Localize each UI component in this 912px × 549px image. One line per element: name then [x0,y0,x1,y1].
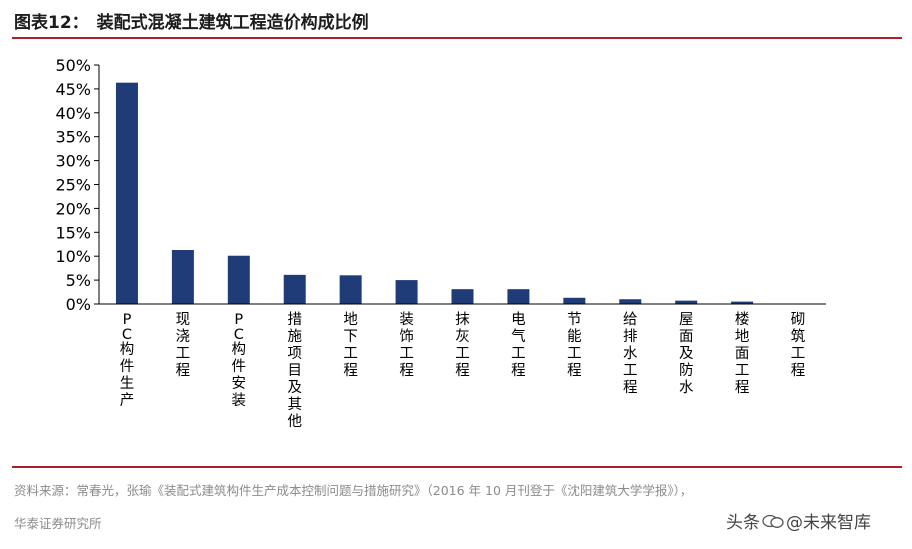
y-tick-label: 20% [55,199,91,218]
x-tick-label: 地下工程 [343,311,358,379]
y-tick-label: 5% [66,271,91,290]
bar [619,299,642,304]
source-note: 资料来源：常春光，张瑜《装配式建筑构件生产成本控制问题与措施研究》（2016 年… [14,483,693,498]
bar [731,301,754,304]
bar [283,274,306,304]
bar [339,275,362,304]
figure-title: 图表12： 装配式混凝土建筑工程造价构成比例 [14,8,369,33]
y-tick-label: 40% [55,104,91,123]
y-tick-label: 30% [55,152,91,171]
bar [675,300,698,304]
y-tick-label: 35% [55,128,91,147]
figure-number: 图表12： [14,13,89,33]
y-tick-label: 15% [55,223,91,242]
bar [115,82,138,304]
bottom-divider [12,466,902,468]
bar [451,289,474,304]
y-tick-label: 10% [55,247,91,266]
x-tick-label: P C 构件生产 [120,312,135,409]
institute-note: 华泰证券研究所 [14,516,102,531]
chat-bubble-icon [762,514,784,528]
x-tick-label: 楼地面工程 [735,311,750,396]
x-tick-label: 措施项目及其他 [287,311,302,430]
bar [227,255,250,304]
x-tick-label: 砌筑工程 [791,311,806,379]
x-tick-label: 装饰工程 [399,311,414,379]
top-divider [12,37,902,39]
bar [171,249,194,304]
bar [563,297,586,304]
x-tick-label: 抹灰工程 [455,311,470,379]
x-tick-label: P C 构件安装 [232,312,247,409]
watermark-prefix: 头条 [726,513,760,533]
x-tick-label: 屋面及防水 [679,312,694,396]
y-tick-label: 25% [55,176,91,195]
bar [395,280,418,304]
y-tick-label: 50% [55,56,91,75]
y-tick-label: 45% [55,80,91,99]
x-tick-label: 电气工程 [511,311,526,379]
x-tick-label: 给排水工程 [623,311,638,396]
bar [507,289,530,304]
figure-title-text: 装配式混凝土建筑工程造价构成比例 [96,13,369,33]
watermark-name: @未来智库 [786,513,871,533]
watermark: 头条 @未来智库 [726,508,871,533]
bar-chart: 0% 5% 10% 15% 20% 25% 30% 35% 40% 45% 50% P C 构件生产 现浇工… [55,56,826,430]
x-tick-label: 现浇工程 [176,312,191,379]
x-tick-label: 节能工程 [567,311,582,379]
y-tick-label: 0% [66,295,91,314]
